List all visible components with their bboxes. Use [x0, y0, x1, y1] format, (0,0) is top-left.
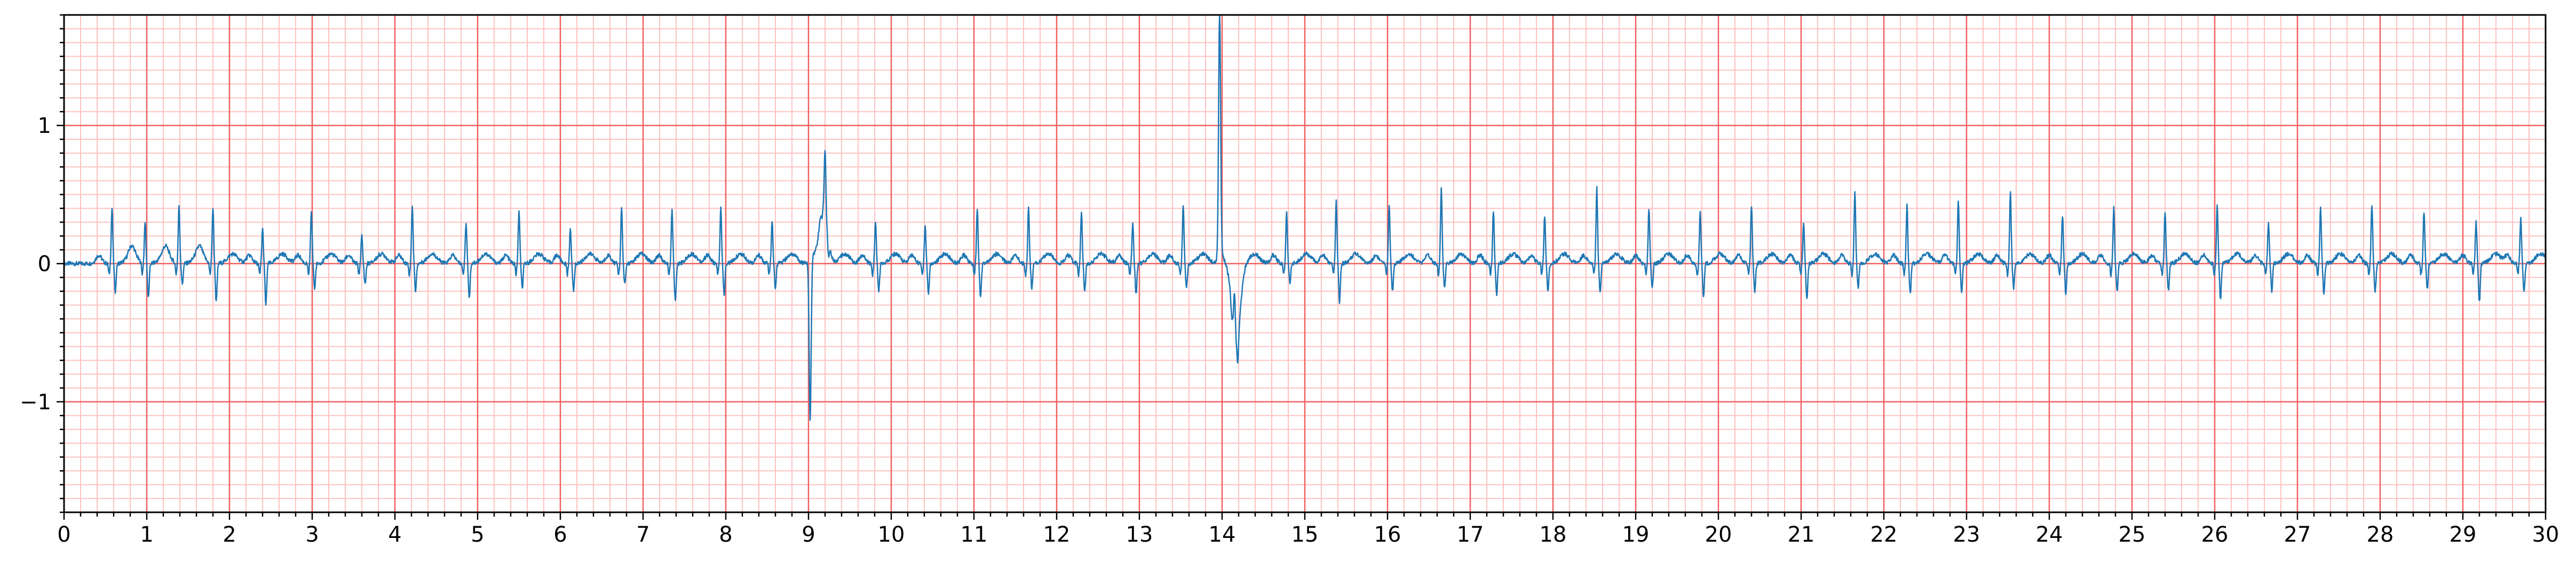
x-tick-label: 17	[1457, 522, 1484, 547]
x-tick-label: 6	[553, 522, 567, 547]
x-tick-label: 0	[57, 522, 70, 547]
ecg-series-line	[63, 14, 2546, 421]
grid	[63, 14, 2547, 513]
x-tick-label: 4	[388, 522, 401, 547]
x-tick-label: 27	[2284, 522, 2311, 547]
x-tick-label: 14	[1209, 522, 1236, 547]
y-tick-label: 1	[38, 114, 51, 138]
x-tick-label: 30	[2532, 522, 2559, 547]
x-tick-label: 10	[878, 522, 905, 547]
x-tick-label: 1	[140, 522, 153, 547]
x-tick-label: 16	[1374, 522, 1401, 547]
x-tick-label: 19	[1622, 522, 1650, 547]
tick-labels: 0 1 2 3 4 5 6 7 8 9 10 11 12 13 14 15 16 17 18 19 20 21 22 23 24…	[20, 114, 2559, 547]
axes	[57, 14, 2547, 520]
x-tick-label: 21	[1788, 522, 1815, 547]
x-tick-label: 13	[1126, 522, 1153, 547]
y-tick-label: 0	[38, 252, 51, 276]
x-tick-label: 24	[2036, 522, 2063, 547]
x-tick-label: 3	[305, 522, 319, 547]
x-tick-label: 18	[1540, 522, 1567, 547]
x-tick-label: 23	[1953, 522, 1980, 547]
series-layer	[63, 14, 2546, 421]
x-tick-label: 7	[636, 522, 649, 547]
x-tick-label: 5	[471, 522, 484, 547]
x-tick-label: 2	[223, 522, 236, 547]
x-tick-label: 9	[802, 522, 815, 547]
x-tick-label: 26	[2201, 522, 2229, 547]
x-tick-label: 12	[1043, 522, 1071, 547]
x-tick-label: 11	[961, 522, 988, 547]
x-tick-label: 22	[1870, 522, 1898, 547]
x-tick-label: 15	[1291, 522, 1319, 547]
x-tick-label: 29	[2450, 522, 2477, 547]
x-tick-label: 28	[2367, 522, 2394, 547]
x-tick-label: 25	[2119, 522, 2146, 547]
y-tick-label: −1	[20, 390, 51, 415]
x-tick-label: 8	[719, 522, 732, 547]
x-tick-label: 20	[1705, 522, 1732, 547]
